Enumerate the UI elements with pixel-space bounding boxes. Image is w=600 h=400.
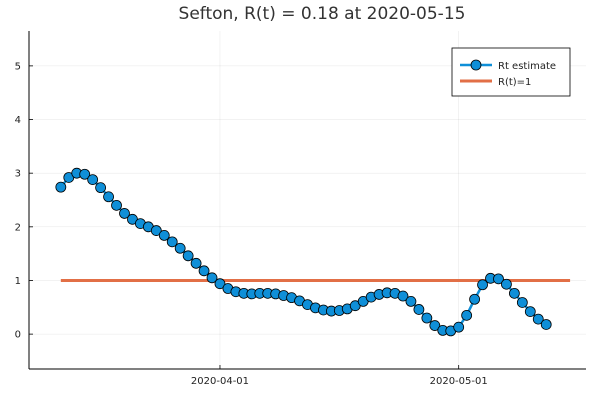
x-axis-ticks: 2020-04-01 2020-05-01 bbox=[191, 376, 488, 387]
rt-estimate-point bbox=[119, 208, 130, 219]
y-tick-label: 2 bbox=[15, 222, 21, 233]
rt-estimate-point bbox=[198, 265, 210, 277]
x-tick-label: 2020-05-01 bbox=[430, 376, 488, 387]
rt-estimate-point bbox=[103, 191, 114, 203]
rt-estimate-point bbox=[532, 313, 544, 325]
rt-estimate-point bbox=[206, 272, 218, 284]
rt-estimate-point bbox=[158, 230, 170, 241]
rt-estimate-point bbox=[166, 236, 178, 248]
rt-estimate-point bbox=[508, 287, 520, 299]
rt-estimate-point bbox=[174, 242, 186, 254]
axes bbox=[28, 31, 586, 370]
legend-label-r1: R(t)=1 bbox=[498, 77, 531, 88]
rt-estimate-point bbox=[214, 278, 226, 290]
rt-estimate-point bbox=[182, 250, 194, 262]
y-tick-label: 4 bbox=[15, 115, 21, 126]
rt-estimate-point bbox=[516, 297, 528, 308]
rt-estimate-point bbox=[95, 182, 107, 194]
y-tick-label: 3 bbox=[15, 169, 21, 180]
series-layer bbox=[55, 167, 571, 337]
rt-estimate-point bbox=[501, 278, 512, 290]
rt-estimate-point bbox=[477, 279, 488, 291]
rt-estimate-point bbox=[79, 168, 91, 180]
rt-estimate-point bbox=[421, 312, 433, 324]
x-tick-label: 2020-04-01 bbox=[191, 376, 249, 387]
y-axis-ticks: 0 1 2 3 4 5 bbox=[15, 61, 21, 340]
y-tick-label: 1 bbox=[15, 276, 21, 287]
chart-title: Sefton, R(t) = 0.18 at 2020-05-15 bbox=[179, 4, 466, 24]
rt-estimate-point bbox=[524, 306, 536, 317]
rt-estimate-point bbox=[461, 309, 473, 321]
rt-estimate-point bbox=[87, 174, 99, 186]
y-tick-label: 0 bbox=[15, 330, 21, 341]
legend-label-rt-estimate: Rt estimate bbox=[498, 61, 556, 72]
legend-box bbox=[451, 47, 571, 97]
legend-swatch-rt-marker bbox=[470, 59, 482, 71]
rt-estimate-point bbox=[397, 290, 409, 302]
y-tick-label: 5 bbox=[15, 61, 21, 72]
rt-estimate-point bbox=[453, 321, 465, 333]
rt-estimate-point bbox=[190, 257, 202, 269]
rt-estimate-point bbox=[429, 320, 441, 331]
rt-estimate-point bbox=[111, 199, 122, 211]
rt-estimate-point bbox=[413, 304, 425, 315]
rt-estimate-point bbox=[405, 295, 417, 307]
rt-estimate-point bbox=[55, 181, 67, 193]
legend: Rt estimate R(t)=1 bbox=[451, 47, 571, 97]
rt-estimate-point bbox=[540, 319, 552, 330]
rt-estimate-point bbox=[150, 225, 162, 236]
rt-estimate-point bbox=[493, 273, 504, 285]
rt-estimate-point bbox=[469, 293, 481, 305]
